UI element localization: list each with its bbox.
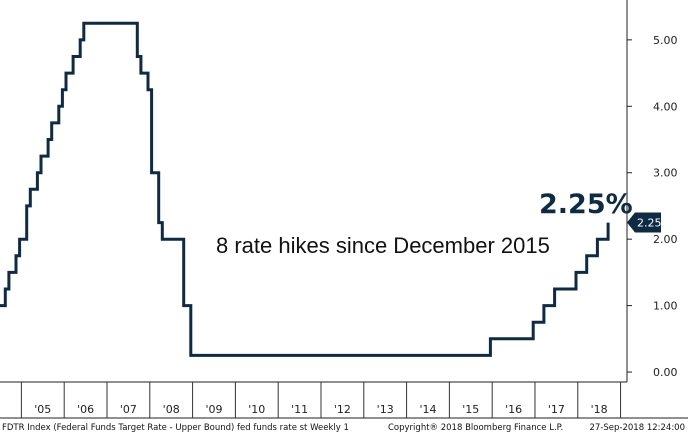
x-tick-label: '17 xyxy=(548,403,565,416)
y-axis-ticks: 0.00 1.00 2.00 3.00 4.00 5.00 xyxy=(627,34,678,379)
x-tick-label: '10 xyxy=(248,403,265,416)
x-tick-label: '16 xyxy=(505,403,522,416)
x-tick-label: '09 xyxy=(205,403,222,416)
x-tick-label: '18 xyxy=(591,403,608,416)
annotation-rate-hikes: 8 rate hikes since December 2015 xyxy=(216,233,550,258)
fed-funds-rate-line xyxy=(0,21,610,357)
y-tick-label: 2.00 xyxy=(653,233,678,246)
y-tick-label: 1.00 xyxy=(653,300,678,313)
x-tick-label: '15 xyxy=(462,403,479,416)
x-tick-label: '06 xyxy=(77,403,94,416)
footer-copyright: Copyright® 2018 Bloomberg Finance L.P. xyxy=(388,423,563,433)
x-tick-label: '11 xyxy=(291,403,308,416)
x-tick-label: '07 xyxy=(120,403,137,416)
x-tick-label: '14 xyxy=(419,403,436,416)
footer-timestamp: 27-Sep-2018 12:24:00 xyxy=(590,423,685,433)
y-tick-label: 5.00 xyxy=(653,34,678,47)
x-tick-label: '05 xyxy=(34,403,51,416)
x-tick-label: '13 xyxy=(377,403,394,416)
plot-area: 0.00 1.00 2.00 3.00 4.00 5.00 '05 '06 '07 '08 '09… xyxy=(0,0,688,419)
last-value-label-bg xyxy=(627,212,661,233)
footer-source: FDTR Index (Federal Funds Target Rate - … xyxy=(2,423,349,433)
x-tick-label: '12 xyxy=(334,403,351,416)
y-tick-label: 3.00 xyxy=(653,167,678,180)
y-tick-label: 4.00 xyxy=(653,100,678,113)
annotation-current-rate: 2.25% xyxy=(539,189,633,220)
x-axis-ticks: '05 '06 '07 '08 '09 '10 '11 '12 '13 '14 '15 '16 '17 '… xyxy=(20,382,622,418)
last-value-label-text: 2.25 xyxy=(637,217,662,230)
y-tick-label: 0.00 xyxy=(653,366,678,379)
last-value-label: 2.25 xyxy=(627,212,662,233)
x-tick-label: '08 xyxy=(163,403,180,416)
